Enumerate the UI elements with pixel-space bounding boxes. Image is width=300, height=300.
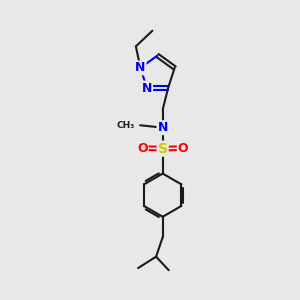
Text: O: O (178, 142, 188, 154)
Text: S: S (158, 142, 168, 156)
Text: CH₃: CH₃ (116, 121, 135, 130)
Text: N: N (158, 121, 168, 134)
Text: N: N (135, 61, 146, 74)
Text: O: O (137, 142, 148, 154)
Text: N: N (142, 82, 152, 94)
